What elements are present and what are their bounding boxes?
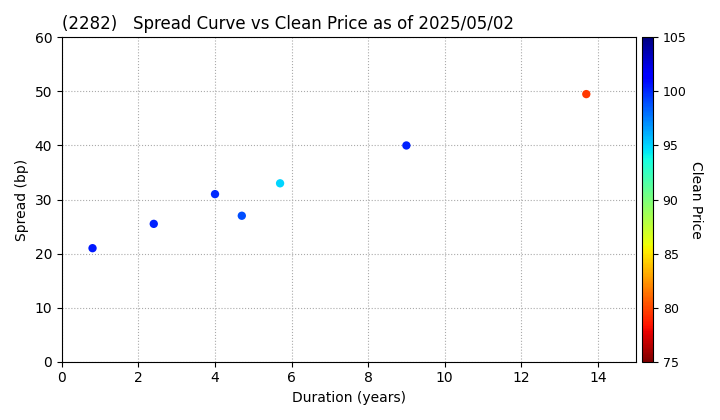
- Point: [580, 91, 592, 97]
- Point: [210, 191, 221, 197]
- Text: (2282)   Spread Curve vs Clean Price as of 2025/05/02: (2282) Spread Curve vs Clean Price as of…: [62, 15, 514, 33]
- Point: [400, 142, 412, 149]
- Point: [87, 245, 99, 252]
- X-axis label: Duration (years): Duration (years): [292, 391, 406, 405]
- Point: [148, 220, 160, 227]
- Y-axis label: Spread (bp): Spread (bp): [15, 158, 29, 241]
- Point: [236, 213, 248, 219]
- Point: [274, 180, 286, 186]
- Y-axis label: Clean Price: Clean Price: [689, 161, 703, 239]
